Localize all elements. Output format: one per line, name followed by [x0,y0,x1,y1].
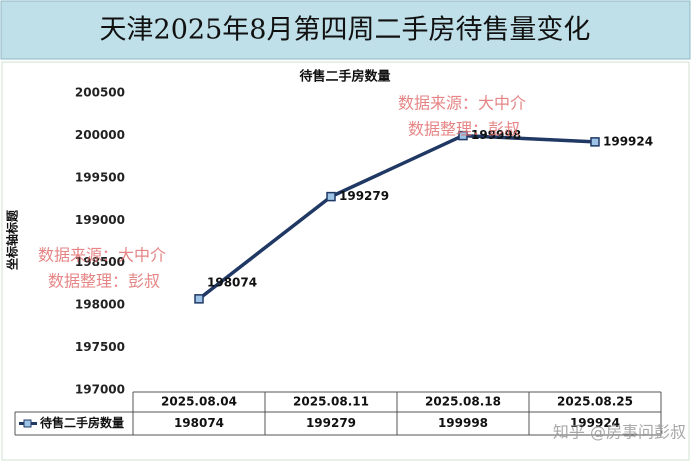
y-tick-label: 198500 [75,255,125,269]
series-line [197,133,596,301]
data-label: 198074 [207,275,257,289]
chart-title: 天津2025年8月第四周二手房待售量变化 [100,15,591,46]
legend-label: 待售二手房数量 [40,415,124,430]
plot-title: 待售二手房数量 [298,69,390,85]
table-value: 199924 [570,416,620,430]
annotation: 数据整理：彭叔 [48,272,160,291]
y-tick-label: 198000 [75,298,125,312]
x-tick-label: 2025.08.11 [293,395,369,409]
y-tick-label: 200500 [75,86,125,100]
table-value: 199998 [438,416,488,430]
y-tick-label: 197000 [75,383,125,397]
y-tick-label: 199500 [75,170,125,184]
data-label: 199924 [603,134,653,148]
point-marker [326,191,336,202]
annotation: 数据来源：大中介 [38,246,166,265]
point-marker [194,294,204,304]
chart-area [1,61,690,461]
data-label: 199279 [339,189,389,203]
y-tick-label: 197500 [75,340,125,354]
y-tick-label: 200000 [75,128,125,142]
annotation: 数据整理：彭叔 [408,120,520,139]
title-banner [0,0,691,60]
point-marker [458,130,468,141]
data-label: 199998 [471,128,521,142]
y-axis-title: 坐标轴标题 [5,209,20,270]
x-tick-label: 2025.08.18 [425,395,501,409]
x-tick-label: 2025.08.25 [557,395,633,409]
table-value: 198074 [174,416,224,430]
table-value: 199279 [306,416,356,430]
legend-key [23,419,32,428]
annotation: 数据来源：大中介 [398,94,526,113]
point-marker [590,137,600,147]
x-tick-label: 2025.08.04 [161,395,237,409]
y-tick-label: 199000 [75,213,125,227]
watermark: 知乎 @房事问彭叔 [553,423,686,442]
